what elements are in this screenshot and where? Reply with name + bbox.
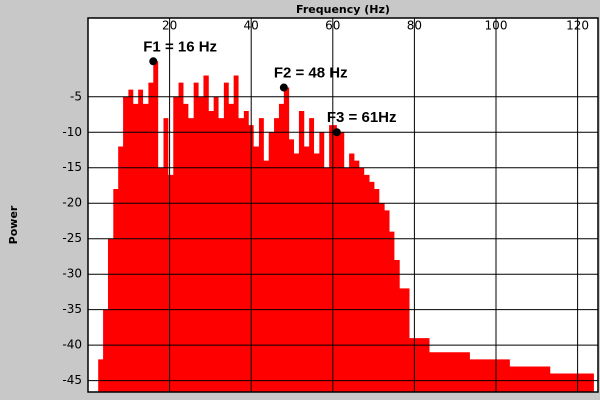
- annotation-point: [279, 83, 288, 92]
- x-tick-label: 40: [244, 19, 259, 33]
- annotation-point: [149, 57, 158, 66]
- y-tick-label: -10: [62, 125, 82, 139]
- plot-border: [87, 17, 599, 393]
- x-axis-label: Frequency (Hz): [296, 3, 390, 16]
- y-tick-label: -25: [62, 231, 82, 245]
- y-tick-label: -40: [62, 338, 82, 352]
- annotation-label: F3 = 61Hz: [327, 109, 397, 126]
- y-tick-label: -30: [62, 267, 82, 281]
- x-tick-label: 20: [162, 19, 177, 33]
- x-tick-label: 100: [485, 19, 508, 33]
- annotation-label: F2 = 48 Hz: [274, 65, 348, 82]
- x-tick-label: 80: [407, 19, 422, 33]
- x-tick-label: 120: [566, 19, 589, 33]
- y-tick-label: -15: [62, 160, 82, 174]
- y-tick-label: -5: [70, 89, 82, 103]
- x-tick-label: 60: [325, 19, 340, 33]
- annotation-point: [332, 128, 341, 137]
- y-tick-label: -45: [62, 373, 82, 387]
- y-axis-label: Power: [7, 205, 20, 244]
- y-tick-label: -20: [62, 196, 82, 210]
- annotation-label: F1 = 16 Hz: [143, 38, 217, 55]
- y-tick-label: -35: [62, 302, 82, 316]
